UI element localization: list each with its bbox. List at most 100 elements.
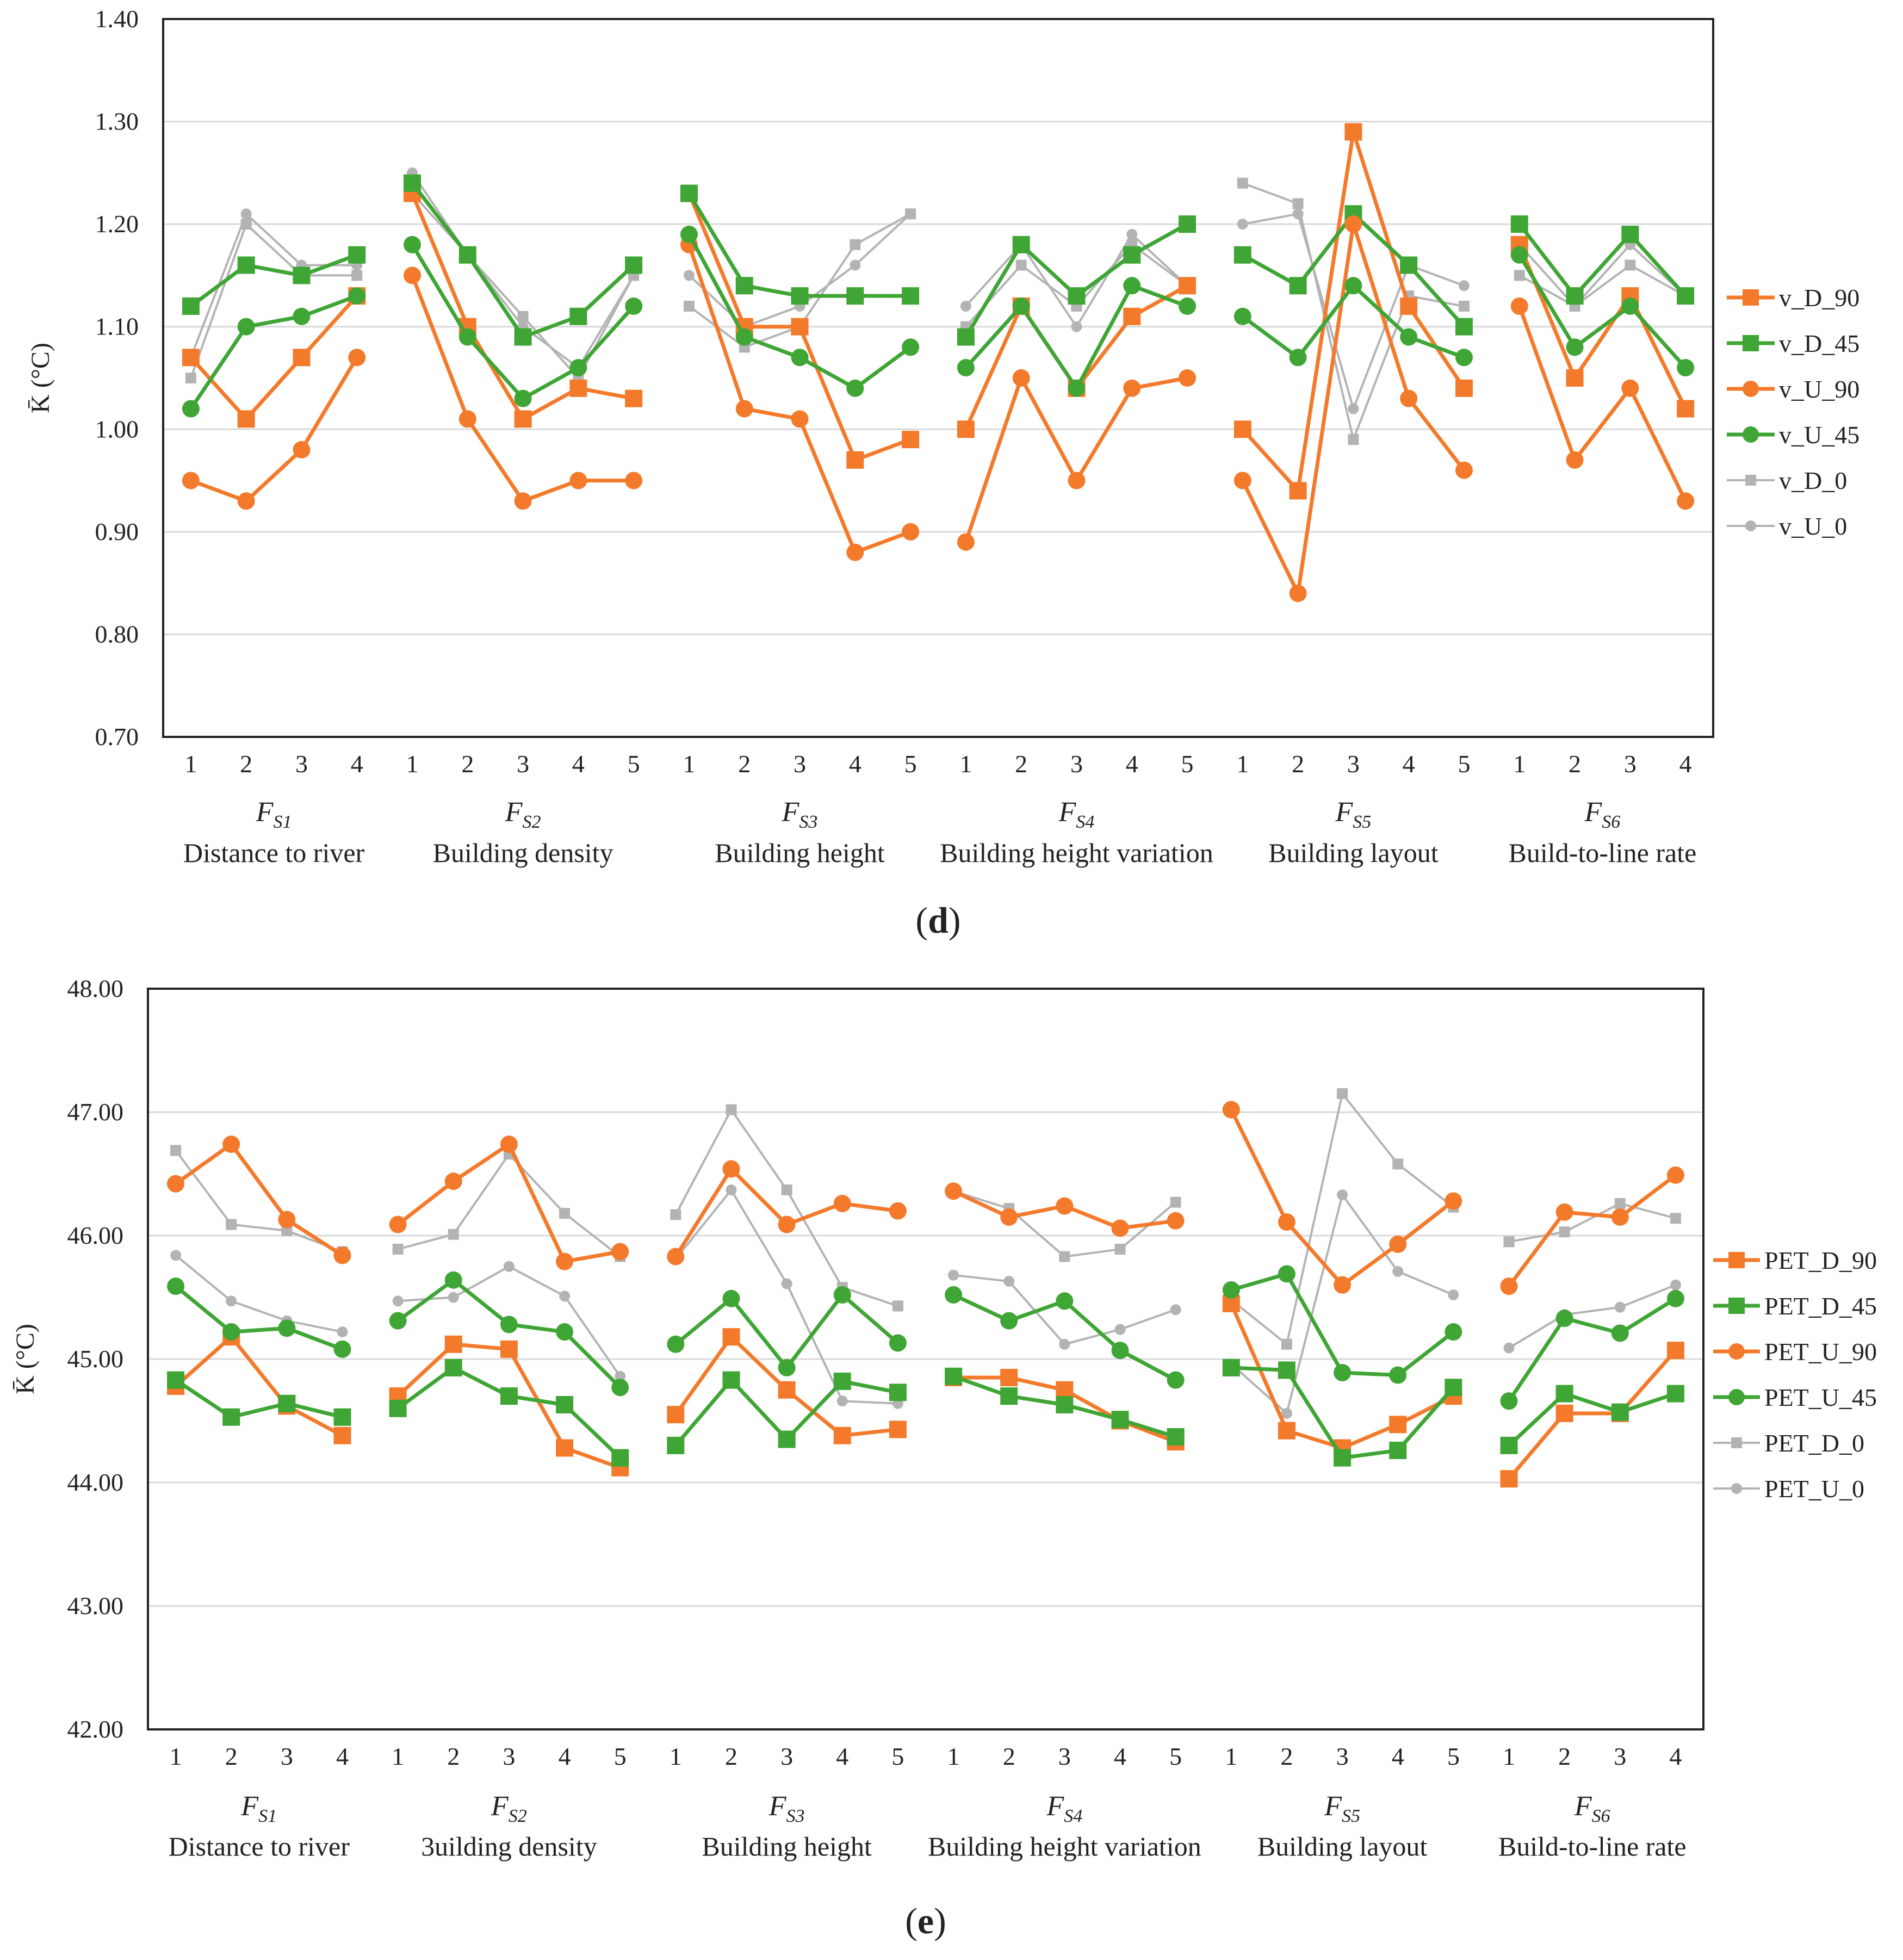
factor-label: FS1 — [240, 1791, 277, 1826]
data-point — [1666, 1385, 1684, 1403]
data-point — [1056, 1197, 1074, 1215]
data-point — [833, 1194, 851, 1212]
series-PET_D_45 — [167, 1359, 1684, 1467]
series-line — [674, 1293, 900, 1370]
x-tick-label: 3 — [1058, 1742, 1071, 1770]
y-tick-label: 46.00 — [67, 1221, 124, 1249]
data-point — [222, 1323, 240, 1341]
x-tick-label: 3 — [517, 750, 529, 778]
data-point — [670, 1209, 681, 1220]
series-line — [1517, 244, 1688, 410]
factor-subscript: S4 — [1064, 1806, 1082, 1826]
chart-panel-e: 42.00 43.00 44.00 45.00 46.00 47.00 48.00 K̄ (°… — [11, 975, 1877, 1942]
legend-label: v_U_45 — [1779, 421, 1859, 449]
series-line — [1518, 243, 1687, 307]
data-point — [735, 400, 753, 418]
data-point — [625, 389, 643, 407]
data-point — [667, 1335, 685, 1353]
data-point — [1614, 1301, 1626, 1313]
factor-label: FS3 — [782, 797, 818, 832]
data-point — [1455, 318, 1473, 336]
y-tick-label: 1.10 — [95, 313, 139, 340]
series-line — [1517, 253, 1687, 369]
plot-frame — [147, 988, 1704, 1730]
data-point — [444, 1173, 462, 1190]
data-point — [1222, 1281, 1240, 1299]
data-point — [182, 400, 200, 418]
data-point — [389, 1399, 407, 1417]
series-line — [964, 376, 1188, 543]
data-point — [833, 1286, 851, 1304]
data-point — [1281, 1338, 1292, 1350]
data-point — [1566, 287, 1584, 305]
factor-label: FS5 — [1324, 1791, 1360, 1826]
data-point — [625, 256, 643, 274]
x-tick-label: 4 — [336, 1742, 349, 1770]
data-point — [348, 349, 366, 367]
y-tick-label: 47.00 — [67, 1098, 124, 1126]
data-point — [226, 1295, 237, 1307]
series-line — [1517, 305, 1688, 502]
series-line — [396, 1278, 622, 1389]
data-point — [237, 492, 255, 510]
x-tick-label: 1 — [406, 750, 419, 778]
data-point — [1068, 379, 1086, 397]
series-line — [1241, 283, 1465, 359]
data-point — [500, 1387, 518, 1405]
data-point — [1348, 434, 1359, 445]
legend-label: v_D_45 — [1779, 330, 1859, 357]
data-point — [781, 1278, 792, 1289]
data-point — [333, 1426, 351, 1444]
legend-marker — [1743, 381, 1759, 397]
data-point — [1123, 379, 1141, 397]
data-point — [850, 259, 861, 271]
data-point — [569, 307, 587, 325]
data-point — [667, 1436, 685, 1454]
data-point — [892, 1300, 903, 1312]
data-point — [348, 287, 366, 305]
x-tick-label: 3 — [1336, 1742, 1349, 1770]
data-point — [1566, 338, 1584, 356]
data-point — [278, 1394, 296, 1412]
data-point — [1167, 1212, 1185, 1230]
x-tick-label: 2 — [461, 750, 474, 778]
data-point — [1126, 229, 1138, 240]
x-tick-label: 2 — [738, 750, 751, 778]
y-tick-label: 0.70 — [95, 723, 139, 750]
legend-label: PET_D_45 — [1764, 1292, 1877, 1320]
data-point — [836, 1395, 848, 1407]
data-point — [846, 287, 864, 305]
data-point — [500, 1136, 518, 1153]
x-tick-label: 4 — [351, 750, 363, 778]
data-point — [1237, 219, 1248, 230]
x-tick-label: 4 — [1679, 750, 1692, 778]
series-v_U_45 — [182, 226, 1695, 418]
data-point — [722, 1371, 740, 1389]
x-tick-label: 3 — [281, 1742, 293, 1770]
data-point — [611, 1449, 629, 1467]
data-point — [625, 297, 643, 315]
data-point — [293, 349, 311, 367]
data-point — [1445, 1379, 1462, 1397]
data-point — [1666, 1289, 1684, 1307]
factor-symbol: F — [491, 1791, 509, 1822]
factor-subscript: S5 — [1353, 812, 1371, 832]
data-point — [1621, 226, 1639, 243]
legend-marker — [1731, 1483, 1742, 1494]
data-point — [1278, 1213, 1295, 1231]
x-tick-label: 3 — [295, 750, 308, 778]
data-point — [458, 328, 476, 346]
data-point — [1510, 297, 1528, 315]
data-point — [1237, 177, 1248, 189]
series-line — [674, 1167, 898, 1258]
y-tick-label: 44.00 — [67, 1468, 124, 1496]
data-point — [948, 1269, 959, 1281]
data-point — [791, 349, 809, 367]
legend-marker — [1728, 1252, 1745, 1268]
data-point — [1170, 1304, 1181, 1316]
data-point — [569, 359, 587, 377]
legend-label: PET_U_0 — [1764, 1475, 1864, 1503]
data-point — [1400, 328, 1418, 346]
data-point — [182, 349, 200, 367]
data-point — [1510, 215, 1528, 233]
